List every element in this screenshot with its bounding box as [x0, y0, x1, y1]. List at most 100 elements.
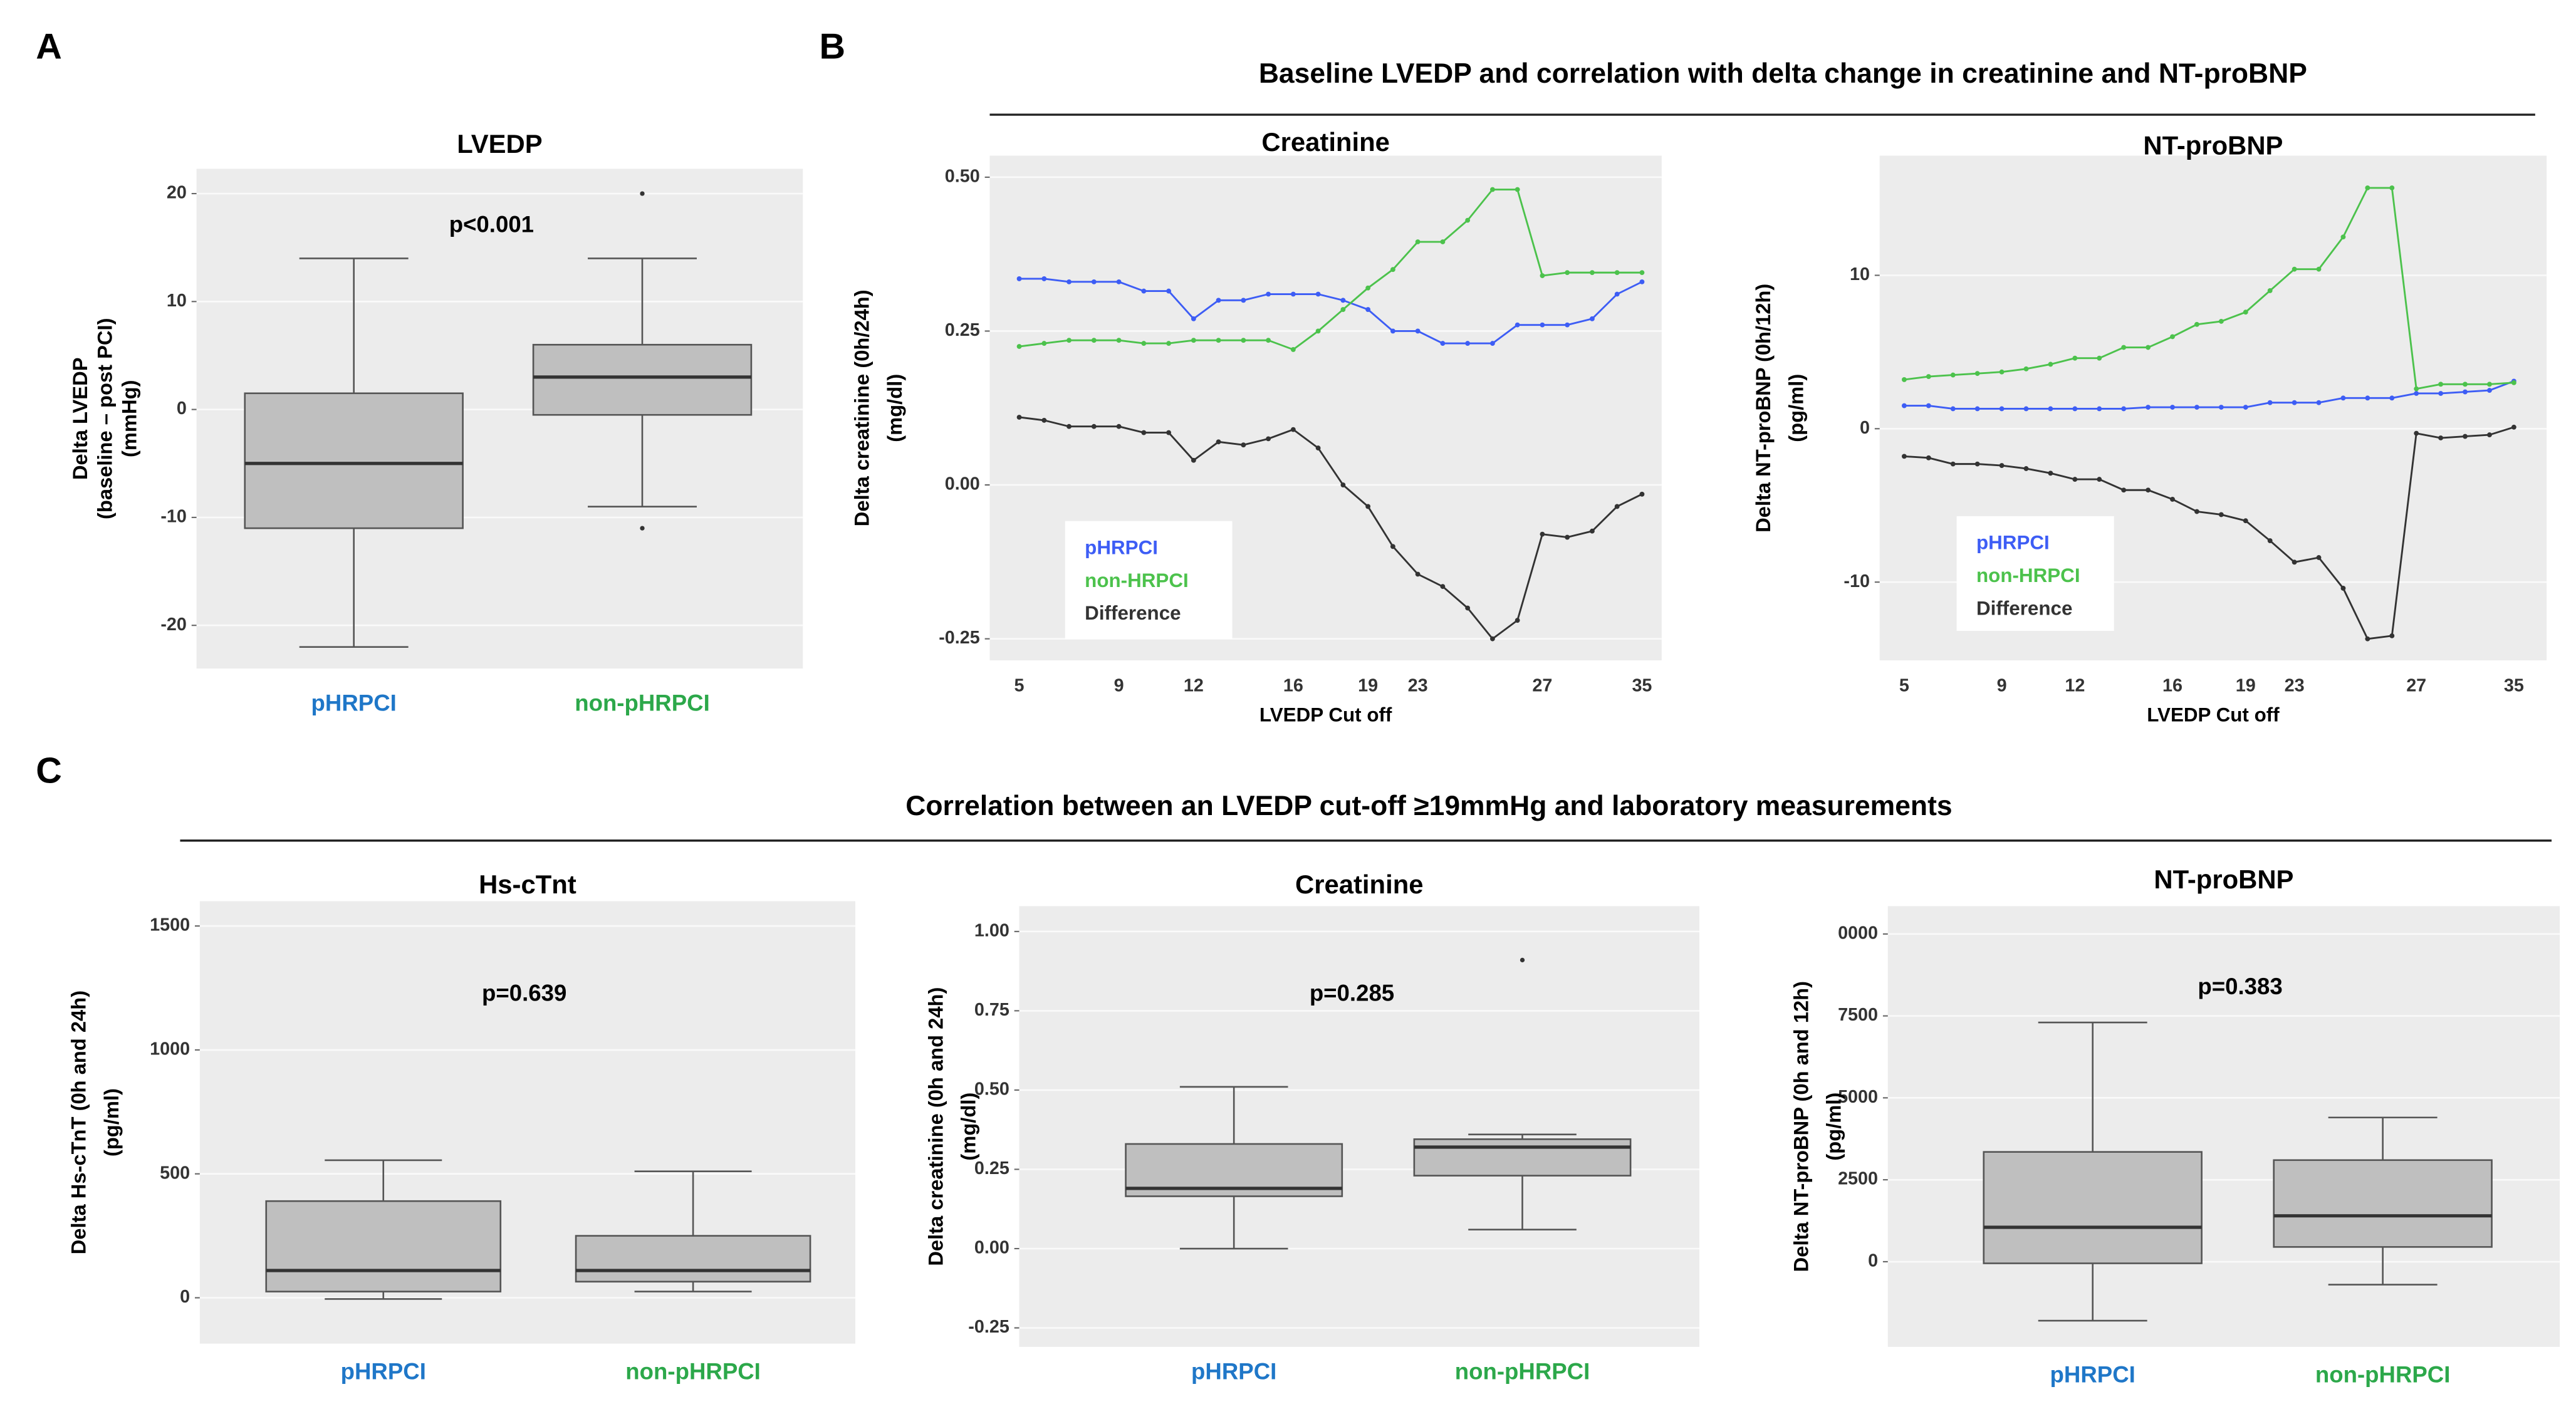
- data-point: [1639, 270, 1645, 276]
- data-point: [2463, 382, 2468, 387]
- box: [244, 392, 464, 529]
- data-point: [2267, 288, 2273, 293]
- x-tick-label: 5: [1014, 675, 1025, 695]
- y-tick-label: 0.25: [974, 1158, 1009, 1178]
- data-point: [2389, 395, 2395, 401]
- x-tick-label: non-pHRPCI: [2315, 1362, 2451, 1388]
- data-point: [1974, 371, 1980, 377]
- data-point: [2023, 406, 2029, 412]
- y-axis-label: (mmHg): [118, 380, 141, 457]
- data-point: [1999, 406, 2005, 412]
- data-point: [1340, 307, 1346, 312]
- data-point: [1540, 273, 1545, 278]
- y-tick-label: 1.00: [974, 920, 1009, 940]
- plot-background: [1887, 906, 2560, 1347]
- annotation: p=0.639: [482, 980, 566, 1006]
- data-point: [1216, 439, 1221, 445]
- data-point: [2463, 389, 2468, 395]
- data-point: [2097, 355, 2102, 361]
- y-tick-label: 0.50: [945, 166, 980, 186]
- data-point: [1141, 430, 1147, 435]
- y-tick-label: 0.25: [945, 320, 980, 340]
- data-point: [1926, 455, 1931, 460]
- data-point: [2072, 406, 2078, 412]
- data-point: [1540, 531, 1545, 537]
- series-line: [1019, 416, 1643, 640]
- legend-entry: pHRPCI: [1085, 536, 1158, 558]
- data-point: [1515, 187, 1520, 192]
- chart-title: LVEDP: [457, 129, 542, 159]
- x-axis-label: LVEDP Cut off: [1259, 704, 1392, 725]
- data-point: [2048, 361, 2053, 367]
- data-point: [1974, 406, 1980, 412]
- y-axis-label: (mg/dl): [883, 374, 906, 442]
- data-point: [1974, 461, 1980, 467]
- data-point: [1639, 491, 1645, 497]
- chart-title: Creatinine: [1261, 127, 1390, 157]
- y-tick-label: 7500: [1838, 1005, 1878, 1025]
- data-point: [2389, 185, 2395, 190]
- data-point: [1515, 322, 1520, 328]
- legend-entry: pHRPCI: [1976, 532, 2050, 554]
- box: [2273, 1159, 2493, 1248]
- data-point: [2316, 266, 2322, 272]
- y-axis-label: Delta Hs-cTnT (0h and 24h): [67, 990, 90, 1254]
- data-point: [1315, 328, 1321, 334]
- data-point: [1041, 341, 1047, 346]
- x-tick-label: pHRPCI: [311, 690, 397, 715]
- y-tick-label: -10: [1843, 571, 1870, 591]
- chart-title: NT-proBNP: [2154, 865, 2293, 894]
- data-point: [1241, 442, 1246, 448]
- data-point: [2170, 334, 2175, 340]
- data-point: [2218, 512, 2224, 517]
- data-point: [2340, 395, 2346, 401]
- data-point: [2292, 400, 2297, 405]
- data-point: [2194, 405, 2199, 410]
- data-point: [1266, 436, 1271, 442]
- x-tick-label: 16: [1283, 675, 1303, 695]
- data-point: [1290, 427, 1296, 432]
- data-point: [1465, 341, 1471, 346]
- box: [1983, 1151, 2203, 1264]
- data-point: [2267, 538, 2273, 543]
- data-point: [1166, 430, 1172, 435]
- y-axis-label: Delta creatinine (0h and 24h): [924, 987, 947, 1266]
- panel-letter: B: [819, 27, 845, 67]
- data-point: [1590, 528, 1595, 534]
- data-point: [2218, 318, 2224, 324]
- data-point: [1116, 338, 1122, 343]
- data-point: [2048, 406, 2053, 412]
- data-point: [1489, 187, 1495, 192]
- data-point: [1639, 279, 1645, 284]
- data-point: [2243, 405, 2248, 410]
- data-point: [1999, 463, 2005, 468]
- data-point: [2365, 636, 2370, 642]
- legend-entry: non-HRPCI: [1976, 564, 2080, 586]
- data-point: [1950, 461, 1956, 467]
- data-point: [1365, 285, 1371, 291]
- panel-letter: C: [36, 751, 62, 791]
- y-tick-label: 0: [1868, 1251, 1878, 1271]
- data-point: [1041, 417, 1047, 423]
- x-tick-label: non-pHRPCI: [575, 690, 710, 715]
- data-point: [1216, 338, 1221, 343]
- data-point: [1340, 298, 1346, 303]
- data-point: [2438, 435, 2444, 440]
- y-axis-label: (mg/dl): [957, 1093, 980, 1161]
- data-point: [1901, 377, 1907, 382]
- y-tick-label: 10: [1850, 264, 1870, 284]
- data-point: [2023, 466, 2029, 471]
- data-point: [1926, 374, 1931, 379]
- y-tick-label: 0.75: [974, 1000, 1009, 1020]
- data-point: [1141, 341, 1147, 346]
- data-point: [2194, 321, 2199, 327]
- x-tick-label: non-pHRPCI: [625, 1358, 761, 1384]
- y-tick-label: 10: [167, 291, 187, 311]
- data-point: [2463, 434, 2468, 439]
- data-point: [1141, 288, 1147, 294]
- data-point: [1091, 279, 1097, 284]
- x-tick-label: 23: [2285, 675, 2305, 695]
- x-tick-label: pHRPCI: [341, 1358, 426, 1384]
- data-point: [1614, 291, 1620, 297]
